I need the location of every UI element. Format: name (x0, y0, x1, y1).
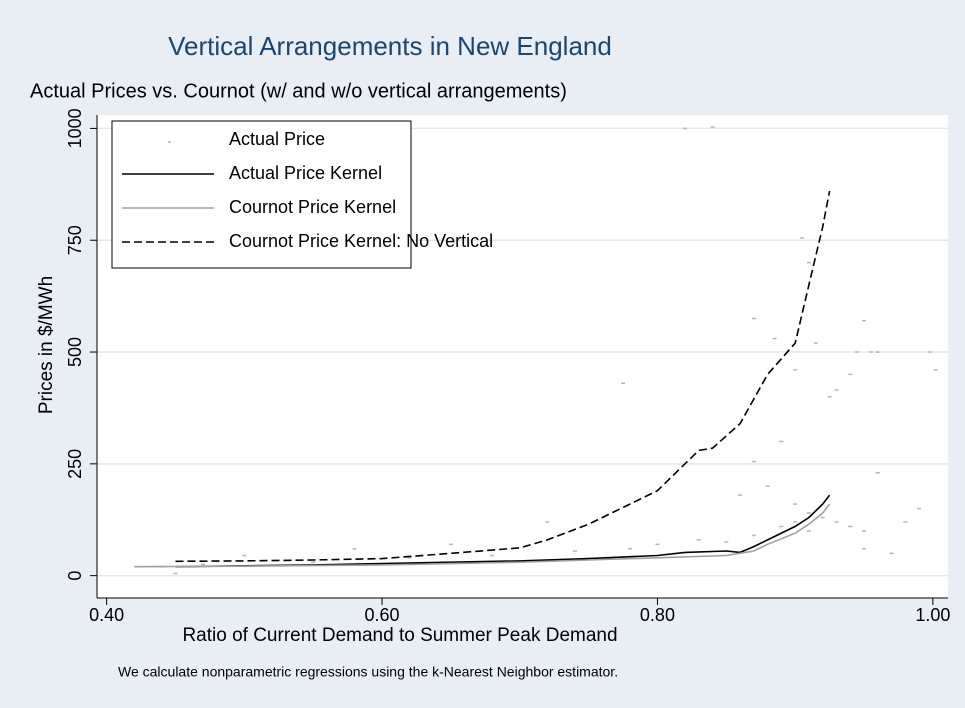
x-tick-label: 1.00 (915, 605, 950, 625)
y-axis-title: Prices in $/MWh (36, 276, 57, 414)
chart-title: Vertical Arrangements in New England (168, 31, 612, 61)
line (134, 503, 831, 568)
y-tick-label: 0 (65, 571, 85, 581)
note: We calculate nonparametric regressions u… (118, 664, 618, 680)
legend-box (111, 120, 412, 269)
y-tick-label: 500 (65, 337, 85, 367)
line (175, 190, 831, 563)
legend-label: Actual Price (229, 129, 325, 149)
legend-label: Actual Price Kernel (229, 163, 382, 183)
y-tick-label: 750 (65, 225, 85, 255)
legend-label: Cournot Price Kernel (229, 197, 396, 217)
x-tick-label: 0.60 (365, 605, 400, 625)
x-tick-label: 0.40 (89, 605, 124, 625)
chart-subtitle: Actual Prices vs. Cournot (w/ and w/o ve… (30, 80, 567, 102)
y-tick-label: 250 (65, 449, 85, 479)
y-tick-label: 1000 (65, 108, 85, 148)
x-axis-title: Ratio of Current Demand to Summer Peak D… (182, 625, 617, 646)
x-tick-label: 0.80 (640, 605, 675, 625)
line (175, 494, 831, 568)
legend-label: Cournot Price Kernel: No Vertical (229, 231, 493, 251)
